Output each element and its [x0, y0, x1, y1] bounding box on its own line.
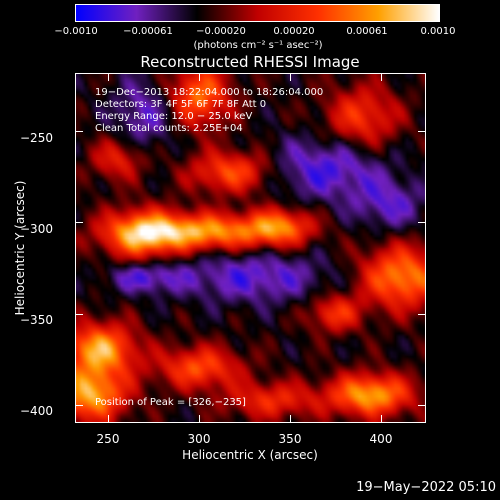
plot-area: [75, 73, 426, 423]
y-tick-mark: [75, 131, 83, 133]
y-axis-label: Heliocentric Y (arcsec): [13, 180, 27, 316]
colorbar-tick: −0.00061: [123, 26, 173, 37]
x-tick-mark: [380, 73, 382, 81]
x-tick-mark: [289, 415, 291, 423]
y-tick-mark: [418, 404, 426, 406]
annotation-energy: Energy Range: 12.0 − 25.0 keV: [95, 111, 253, 122]
chart-title: Reconstructed RHESSI Image: [140, 53, 360, 71]
colorbar-tick: 0.0010: [420, 26, 456, 37]
x-tick-mark: [380, 415, 382, 423]
x-tick-label: 250: [96, 432, 120, 446]
colorbar-unit: (photons cm⁻² s⁻¹ asec⁻²): [193, 40, 323, 51]
heatmap-image: [76, 74, 425, 422]
x-tick-mark: [289, 73, 291, 81]
x-axis-label: Heliocentric X (arcsec): [182, 448, 318, 462]
y-tick-mark: [75, 404, 83, 406]
y-tick-label: −250: [20, 131, 53, 145]
x-tick-mark: [198, 73, 200, 81]
x-tick-label: 400: [369, 432, 393, 446]
x-tick-mark: [107, 415, 109, 423]
y-tick-label: −350: [20, 313, 53, 327]
y-tick-mark: [418, 222, 426, 224]
annotation-peak: Position of Peak = [326,−235]: [95, 397, 246, 408]
y-tick-label: −300: [20, 222, 53, 236]
colorbar-tick: −0.0010: [54, 26, 98, 37]
y-tick-mark: [418, 313, 426, 315]
annotation-method: Clean Total counts: 2.25E+04: [95, 123, 243, 134]
plot-timestamp: 19−May−2022 05:10: [356, 480, 496, 495]
y-tick-label: −400: [20, 404, 53, 418]
x-tick-label: 300: [187, 432, 211, 446]
colorbar: [75, 4, 440, 22]
annotation-time: 19−Dec−2013 18:22:04.000 to 18:26:04.000: [95, 87, 324, 98]
x-tick-mark: [198, 415, 200, 423]
y-tick-mark: [75, 222, 83, 224]
annotation-detectors: Detectors: 3F 4F 5F 6F 7F 8F Att 0: [95, 99, 267, 110]
y-tick-mark: [418, 131, 426, 133]
colorbar-tick: 0.00020: [273, 26, 315, 37]
x-tick-mark: [107, 73, 109, 81]
y-tick-mark: [75, 313, 83, 315]
colorbar-tick: 0.00061: [346, 26, 388, 37]
colorbar-tick: −0.00020: [196, 26, 246, 37]
x-tick-label: 350: [278, 432, 302, 446]
